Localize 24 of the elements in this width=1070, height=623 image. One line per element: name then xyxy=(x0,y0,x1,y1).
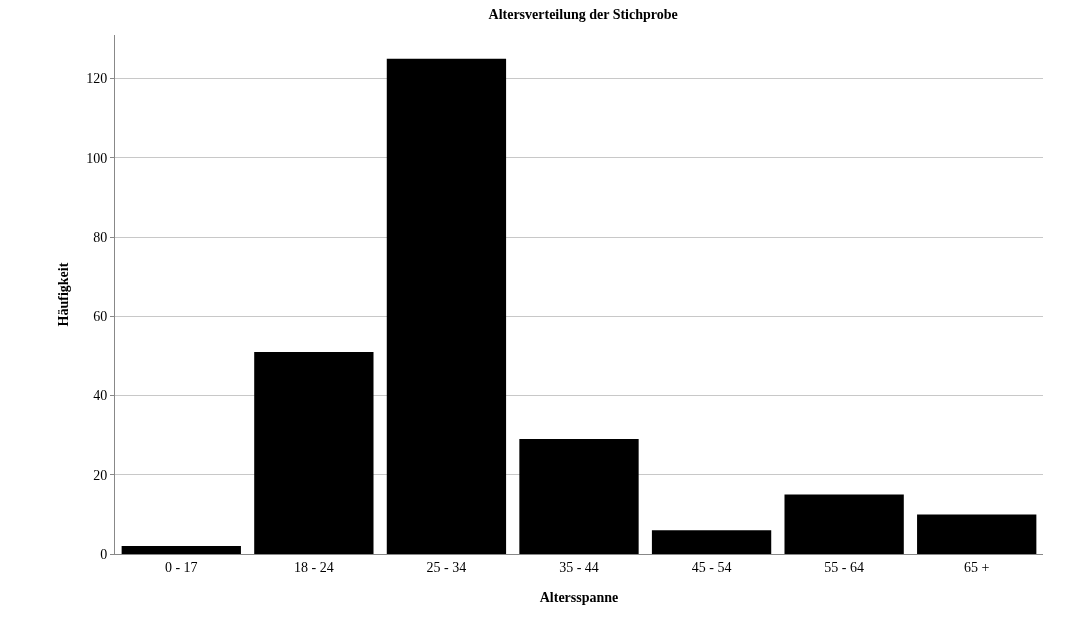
y-axis-title: Häufigkeit xyxy=(55,262,71,327)
bar xyxy=(519,439,639,554)
bar xyxy=(651,530,772,554)
bar xyxy=(121,546,241,554)
bar xyxy=(917,514,1037,554)
y-tick-label: 100 xyxy=(86,150,108,166)
y-tick-label: 40 xyxy=(93,388,108,404)
x-tick-label: 55 - 64 xyxy=(824,559,864,575)
y-tick-label: 80 xyxy=(93,229,108,245)
y-tick-label: 120 xyxy=(86,71,108,87)
y-tick-label: 0 xyxy=(100,546,108,562)
bar xyxy=(254,351,374,554)
bar xyxy=(784,494,904,554)
chart-title: Altersverteilung der Stichprobe xyxy=(488,7,678,23)
x-tick-label: 65 + xyxy=(964,559,990,575)
x-tick-label: 45 - 54 xyxy=(691,559,732,575)
y-tick-label: 60 xyxy=(93,309,108,325)
bar xyxy=(386,58,507,554)
x-tick-label: 35 - 44 xyxy=(559,559,599,575)
y-tick-label: 20 xyxy=(93,467,108,483)
x-tick-label: 25 - 34 xyxy=(426,559,467,575)
x-axis-title: Altersspanne xyxy=(539,590,619,606)
x-tick-label: 0 - 17 xyxy=(164,559,198,575)
x-tick-label: 18 - 24 xyxy=(294,559,334,575)
